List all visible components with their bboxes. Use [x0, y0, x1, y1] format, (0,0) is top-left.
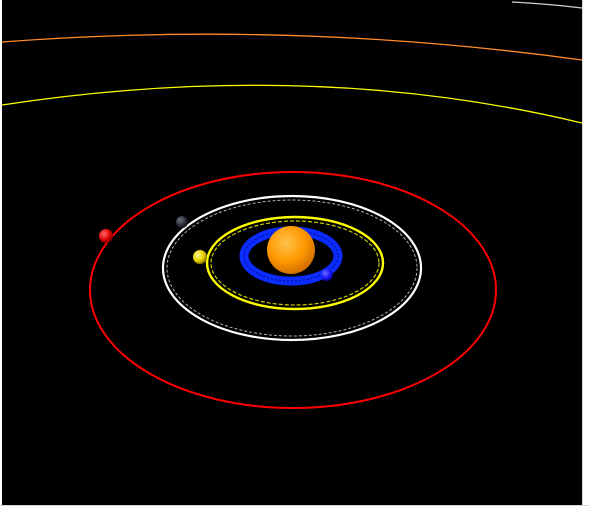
- orbit-2-yellow: [205, 215, 385, 311]
- game-viewport[interactable]: [2, 0, 582, 505]
- sun[interactable]: [267, 226, 315, 274]
- orbit-5-yellow-outer: [2, 84, 582, 124]
- window-right-border: [582, 0, 589, 508]
- window-bottom-border: [0, 505, 589, 508]
- orbit-3-white: [161, 194, 423, 342]
- planet-red[interactable]: [99, 229, 113, 243]
- planet-yellow[interactable]: [193, 250, 207, 264]
- solar-system-scene[interactable]: [2, 0, 582, 505]
- planet-dark[interactable]: [176, 216, 188, 228]
- orbit-4-red: [89, 171, 497, 409]
- orbit-7-white-outer: [511, 1, 582, 9]
- planet-blue[interactable]: [321, 269, 333, 281]
- orbit-6-orange-outer: [2, 33, 582, 61]
